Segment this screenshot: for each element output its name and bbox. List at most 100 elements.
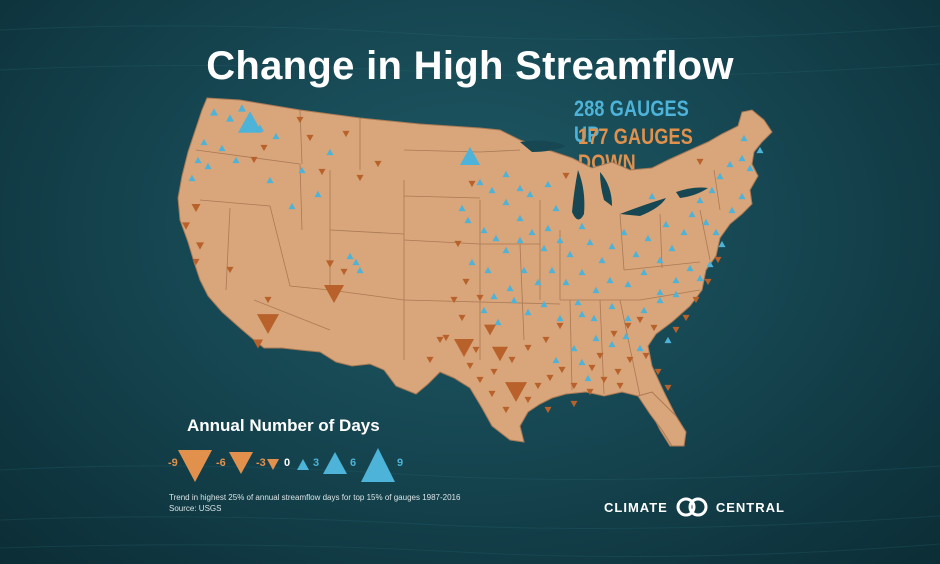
gauge-down-marker bbox=[326, 260, 334, 268]
climate-central-logo: CLIMATE CENTRAL bbox=[604, 496, 785, 518]
gauge-down-marker bbox=[570, 382, 578, 390]
gauge-down-marker bbox=[462, 278, 470, 286]
legend-label-zero: 0 bbox=[284, 457, 291, 469]
gauge-up-marker bbox=[524, 308, 532, 316]
gauge-down-marker bbox=[250, 156, 258, 164]
gauge-up-marker bbox=[672, 290, 680, 298]
gauge-down-marker bbox=[614, 368, 622, 376]
gauge-up-marker bbox=[608, 340, 616, 348]
gauge-up-marker bbox=[740, 134, 748, 142]
gauge-up-marker bbox=[326, 148, 334, 156]
gauge-down-marker bbox=[704, 278, 712, 286]
gauge-up-marker bbox=[534, 278, 542, 286]
gauge-down-marker bbox=[524, 344, 532, 352]
gauge-up-marker bbox=[502, 246, 510, 254]
gauge-up-marker bbox=[494, 318, 502, 326]
gauge-down-marker bbox=[534, 382, 542, 390]
gauge-up-marker bbox=[210, 108, 218, 116]
gauge-up-marker bbox=[592, 286, 600, 294]
gauge-down-marker bbox=[450, 296, 458, 304]
gauge-up-marker bbox=[356, 266, 364, 274]
gauge-up-marker bbox=[194, 156, 202, 164]
logo-text-left: CLIMATE bbox=[604, 499, 668, 515]
florida-outline bbox=[637, 391, 687, 447]
gauge-down-marker bbox=[714, 256, 722, 264]
gauge-up-marker bbox=[480, 306, 488, 314]
gauge-down-marker bbox=[570, 400, 578, 408]
gauge-up-marker bbox=[528, 228, 536, 236]
gauge-up-marker bbox=[460, 147, 480, 165]
gauge-up-marker bbox=[506, 284, 514, 292]
gauge-up-marker bbox=[672, 276, 680, 284]
legend-title: Annual Number of Days bbox=[187, 416, 380, 435]
legend-down-3 bbox=[267, 459, 279, 470]
great-lakes bbox=[520, 140, 708, 220]
gauge-down-marker bbox=[458, 314, 466, 322]
gauge-down-marker bbox=[682, 314, 690, 322]
gauge-up-marker bbox=[188, 174, 196, 182]
state-borders bbox=[195, 109, 721, 397]
gauge-down-marker bbox=[546, 374, 554, 382]
page-title: Change in High Streamflow bbox=[206, 44, 734, 88]
gauges-down-count: 177 GAUGES DOWN bbox=[578, 124, 693, 175]
gauge-down-marker bbox=[508, 356, 516, 364]
gauge-down-marker bbox=[476, 294, 484, 302]
gauge-down-marker bbox=[257, 314, 279, 334]
gauge-up-marker bbox=[702, 218, 710, 226]
gauges-up-markers bbox=[188, 104, 764, 382]
gauge-down-marker bbox=[340, 268, 348, 276]
gauge-down-marker bbox=[490, 368, 498, 376]
gauge-up-marker bbox=[644, 234, 652, 242]
gauge-up-marker bbox=[570, 344, 578, 352]
gauge-up-marker bbox=[352, 258, 360, 266]
legend-up-3 bbox=[297, 459, 309, 470]
gauge-down-marker bbox=[650, 324, 658, 332]
gauge-up-marker bbox=[552, 356, 560, 364]
gauge-down-marker bbox=[226, 266, 234, 274]
gauge-up-marker bbox=[218, 144, 226, 152]
gauge-down-marker bbox=[626, 356, 634, 364]
gauge-up-marker bbox=[586, 238, 594, 246]
gauge-up-marker bbox=[556, 236, 564, 244]
gauge-down-marker bbox=[505, 382, 527, 402]
legend-label-neg6: -6 bbox=[216, 457, 226, 469]
gauge-up-marker bbox=[490, 292, 498, 300]
gauge-up-marker bbox=[696, 196, 704, 204]
gauge-up-marker bbox=[510, 296, 518, 304]
gauge-up-marker bbox=[266, 176, 274, 184]
gauge-up-marker bbox=[226, 114, 234, 122]
gauge-down-marker bbox=[692, 296, 700, 304]
gauge-down-marker bbox=[562, 172, 570, 180]
gauge-up-marker bbox=[540, 244, 548, 252]
gauge-up-marker bbox=[548, 266, 556, 274]
gauge-up-marker bbox=[314, 190, 322, 198]
gauge-up-marker bbox=[476, 178, 484, 186]
gauge-up-marker bbox=[640, 306, 648, 314]
gauge-up-marker bbox=[620, 228, 628, 236]
gauge-up-marker bbox=[556, 314, 564, 322]
gauge-down-marker bbox=[636, 316, 644, 324]
gauge-up-marker bbox=[688, 210, 696, 218]
gauge-up-marker bbox=[540, 300, 548, 308]
gauge-up-marker bbox=[608, 302, 616, 310]
footnote-source: Source: USGS bbox=[169, 504, 222, 513]
gauge-up-marker bbox=[592, 334, 600, 342]
gauge-up-marker bbox=[552, 204, 560, 212]
gauge-up-marker bbox=[656, 296, 664, 304]
gauge-down-marker bbox=[342, 130, 350, 138]
gauge-up-marker bbox=[738, 154, 746, 162]
legend-up-6 bbox=[323, 452, 347, 474]
gauge-up-marker bbox=[728, 206, 736, 214]
gauge-down-marker bbox=[191, 203, 201, 213]
gauge-up-marker bbox=[520, 266, 528, 274]
legend-label-6: 6 bbox=[350, 457, 357, 469]
gauge-down-marker bbox=[264, 296, 272, 304]
gauge-up-marker bbox=[708, 186, 716, 194]
legend-up-9 bbox=[361, 448, 395, 482]
gauge-up-marker bbox=[680, 228, 688, 236]
gauge-up-marker bbox=[632, 250, 640, 258]
gauge-up-marker bbox=[662, 220, 670, 228]
gauge-up-marker bbox=[200, 138, 208, 146]
